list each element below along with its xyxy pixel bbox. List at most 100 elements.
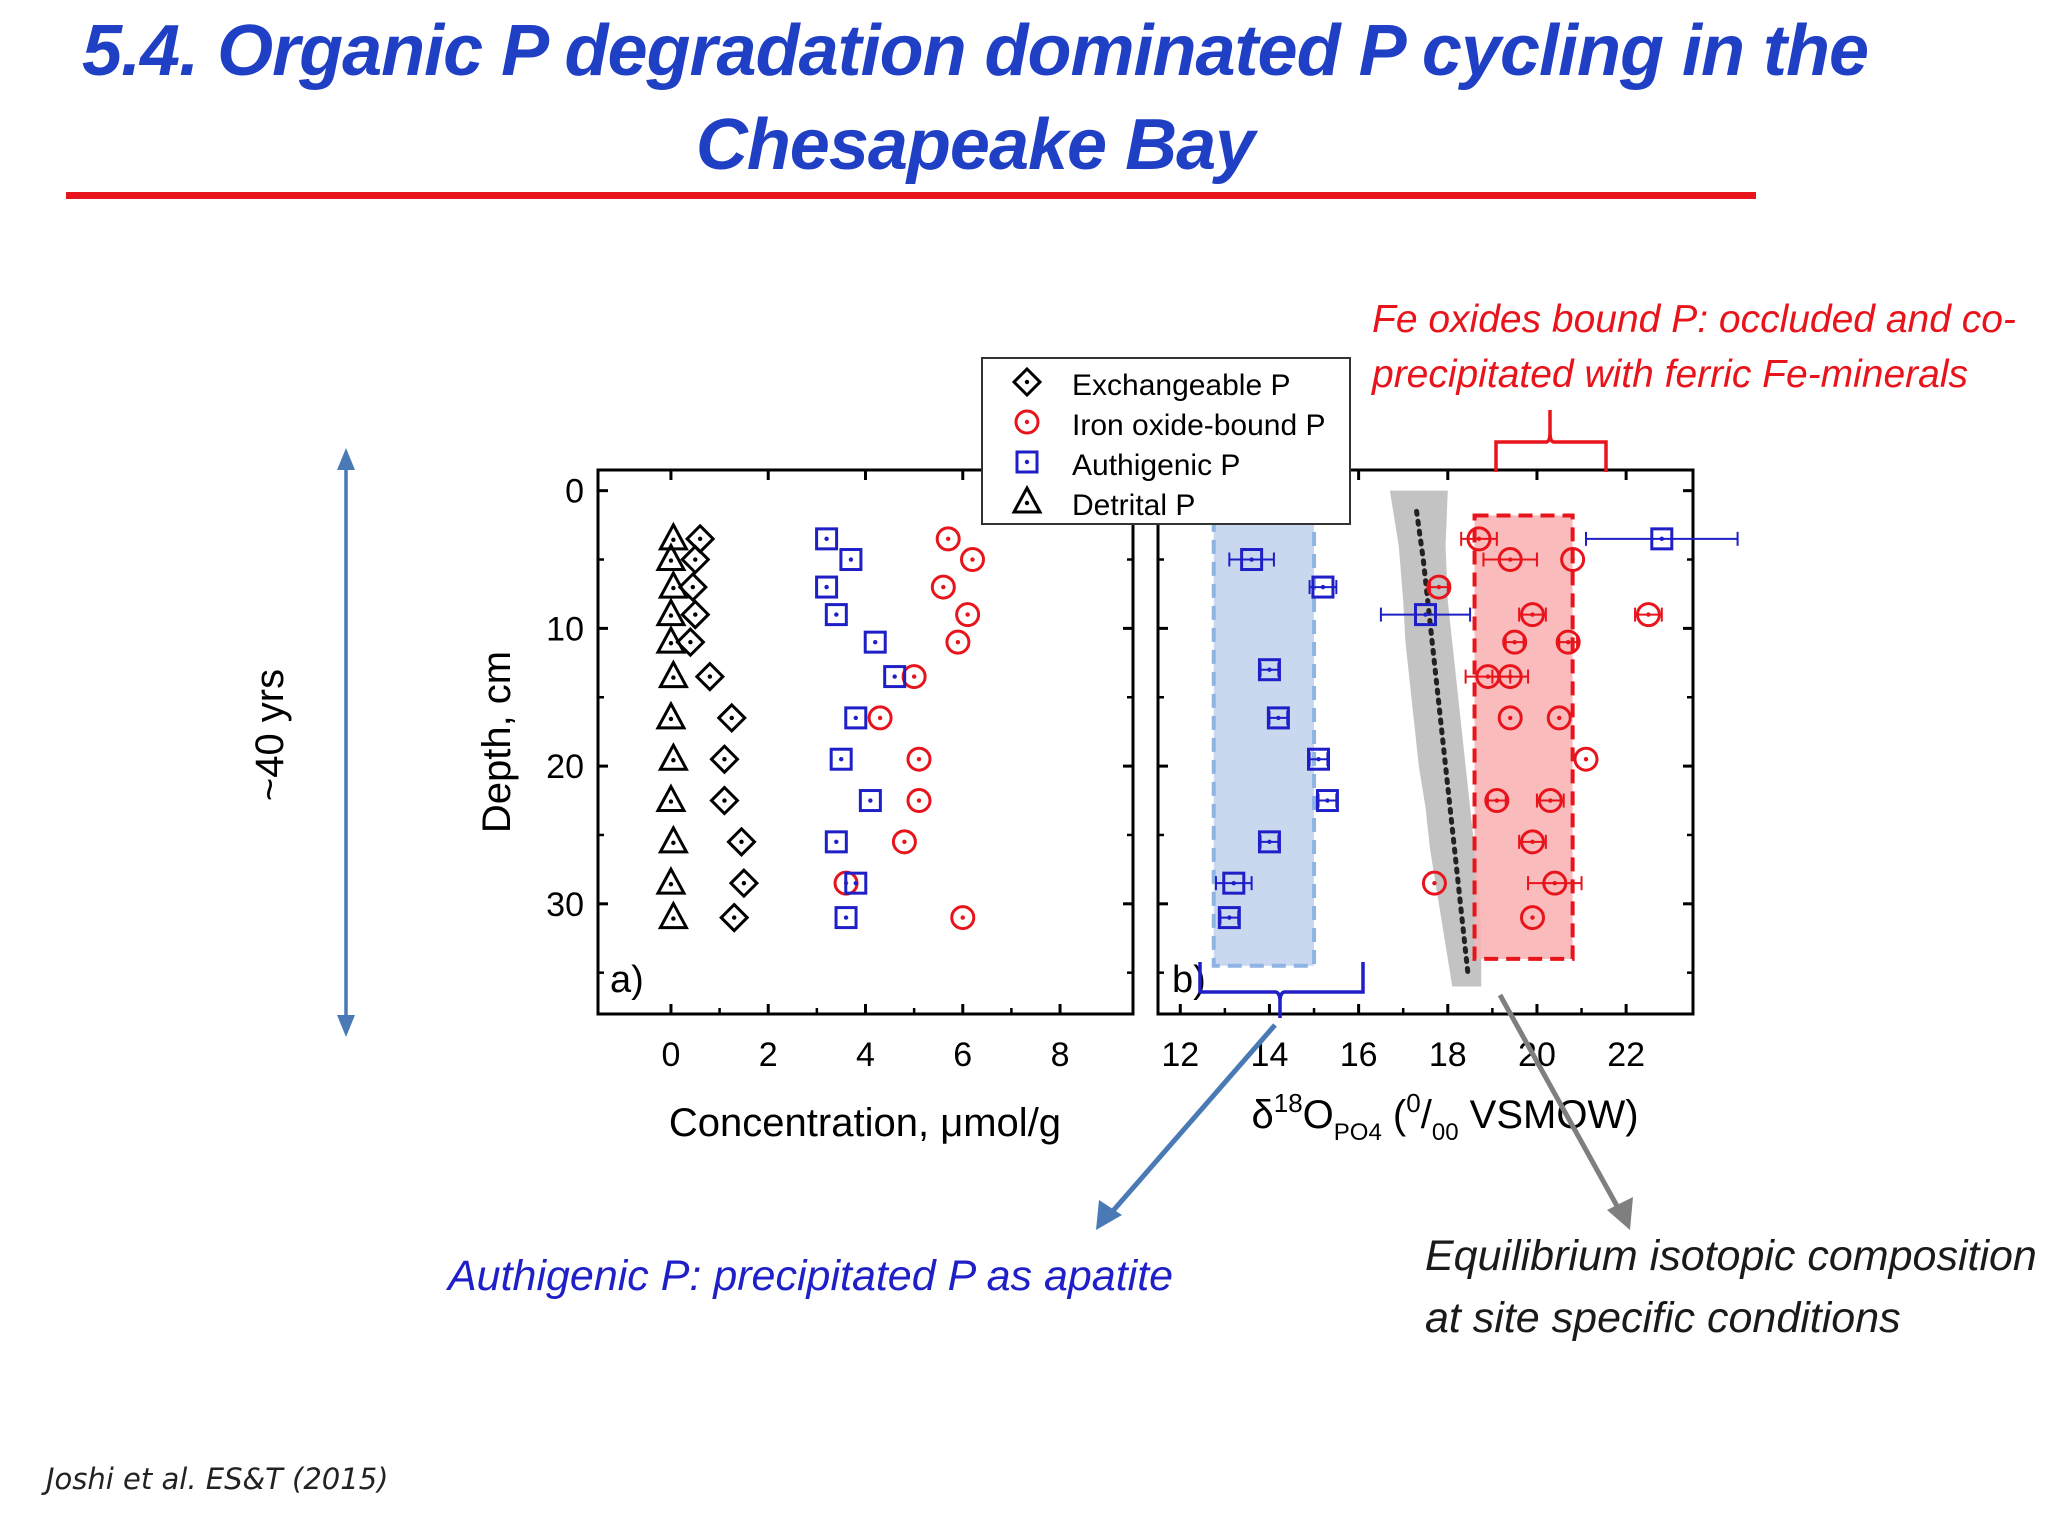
legend-authigenic-p-marker bbox=[1015, 450, 1039, 474]
panel-a-exchangeable-p-point bbox=[677, 571, 708, 603]
panel-a-iron-oxide-bound-p-point bbox=[906, 746, 932, 772]
panel-a-detrital-p-point bbox=[655, 597, 687, 627]
panel-b-iron-oxide-bound-p-point bbox=[1573, 746, 1599, 772]
panel-b-iron-oxide-bound-p-point bbox=[1497, 705, 1523, 731]
panel-a-detrital-p-point bbox=[655, 866, 687, 895]
panel-a-authigenic-p-point bbox=[815, 575, 839, 599]
panel-b-authigenic-p-point bbox=[1257, 658, 1281, 682]
xlabel-tail: VSMOW) bbox=[1459, 1093, 1639, 1137]
panel-a-exchangeable-p-point bbox=[709, 785, 740, 816]
panel-b-iron-oxide-bound-p-point bbox=[1635, 602, 1661, 628]
panel-b-iron-oxide-bound-p-point bbox=[1426, 574, 1452, 600]
panel-a-detrital-p-point bbox=[657, 659, 689, 689]
citation: Joshi et al. ES&T (2015) bbox=[46, 1462, 389, 1496]
panel-a-iron-oxide-bound-p-point bbox=[901, 664, 927, 690]
panel-a-x-tick-label: 6 bbox=[953, 1036, 972, 1074]
authigenic-arrow bbox=[1103, 1023, 1277, 1222]
panel-a-authigenic-p-point bbox=[824, 830, 848, 854]
panel-b-frame bbox=[1156, 468, 1695, 1016]
panel-a-x-axis-title: Concentration, μmol/g bbox=[669, 1101, 1061, 1145]
panel-a-exchangeable-p-point bbox=[675, 627, 706, 658]
time-span-label: ~40 yrs bbox=[248, 669, 292, 801]
panel-b-iron-oxide-bound-p-point bbox=[1542, 870, 1568, 896]
panel-a-exchangeable-p-point bbox=[728, 868, 760, 899]
equilibrium-arrow bbox=[1497, 993, 1625, 1217]
panel-b-iron-oxide-bound-p-point bbox=[1484, 788, 1510, 814]
panel-a-authigenic-p-point bbox=[863, 630, 887, 654]
xlabel-sup0: 0 bbox=[1406, 1088, 1420, 1118]
panel-b-x-axis-title: δ18OPO4 (0/00 VSMOW) bbox=[1251, 1088, 1638, 1146]
panel-b-authigenic-p-point bbox=[1240, 548, 1264, 572]
xlabel-po4: PO4 bbox=[1334, 1119, 1382, 1146]
panel-a-authigenic-p-point bbox=[824, 603, 848, 627]
panel-a-authigenic-p-point bbox=[858, 789, 882, 813]
xlabel-slash: / bbox=[1421, 1093, 1433, 1137]
panel-b-authigenic-p-point bbox=[1414, 603, 1437, 627]
panel-b-iron-oxide-bound-p-point bbox=[1560, 547, 1586, 573]
panel-b-authigenic-p-point bbox=[1311, 575, 1335, 599]
panel-b-authigenic-p-point bbox=[1266, 706, 1290, 730]
panel-a-authigenic-p-point bbox=[839, 548, 863, 572]
time-span-arrow bbox=[337, 448, 355, 1037]
fe-oxides-annotation-line1: Fe oxides bound P: occluded and co- bbox=[1372, 298, 2016, 341]
panel-a-detrital-p-point bbox=[655, 625, 687, 654]
panel-b-iron-oxide-bound-p-point bbox=[1502, 629, 1528, 655]
panel-a-iron-oxide-bound-p-point bbox=[891, 829, 917, 855]
equilibrium-annotation-line1: Equilibrium isotopic composition bbox=[1425, 1232, 2037, 1280]
panel-b-authigenic-p-point bbox=[1222, 871, 1246, 895]
panel-a-x-tick-label: 8 bbox=[1051, 1036, 1070, 1074]
panel-a-detrital-p-point bbox=[655, 700, 687, 730]
panel-b-authigenic-p-point bbox=[1307, 747, 1330, 771]
slide-title-line2: Chesapeake Bay bbox=[695, 105, 1255, 185]
panel-a-iron-oxide-bound-p-point bbox=[906, 788, 932, 814]
panel-a-x-tick-label: 0 bbox=[661, 1036, 680, 1074]
fe-oxides-annotation-line2: precipitated with ferric Fe-minerals bbox=[1371, 353, 1968, 396]
equilibrium-band bbox=[1389, 490, 1482, 987]
panel-a-iron-oxide-bound-p-point bbox=[960, 547, 985, 573]
xlabel-delta: δ bbox=[1251, 1093, 1273, 1137]
panel-b-iron-oxide-bound-p-point bbox=[1537, 788, 1563, 814]
legend-authigenic-p-label: Authigenic P bbox=[1072, 449, 1240, 482]
y-tick-label: 10 bbox=[546, 610, 584, 648]
panel-b-iron-oxide-bound-p-point bbox=[1466, 526, 1492, 552]
panel-b-iron-oxide-bound-p-point bbox=[1520, 905, 1545, 931]
panel-b-iron-oxide-bound-p-point bbox=[1421, 870, 1447, 896]
panel-b-iron-oxide-bound-p-point bbox=[1546, 705, 1572, 731]
panel-b-x-tick-label: 12 bbox=[1161, 1036, 1199, 1074]
legend: Exchangeable P Iron oxide-bound P Authigen… bbox=[981, 357, 1351, 525]
panel-b-iron-oxide-bound-p-point bbox=[1475, 664, 1501, 690]
slide-title: 5.4. Organic P degradation dominated P c… bbox=[0, 4, 1950, 192]
y-tick-label: 0 bbox=[565, 473, 584, 511]
panel-b-x-tick-label: 16 bbox=[1340, 1036, 1378, 1074]
panel-a-exchangeable-p-point bbox=[709, 744, 740, 775]
panel-b-iron-oxide-bound-p-point bbox=[1520, 602, 1545, 628]
panel-a-iron-oxide-bound-p-point bbox=[950, 905, 976, 931]
panel-b-iron-oxide-bound-p-point bbox=[1555, 629, 1581, 655]
legend-exchangeable-p-label: Exchangeable P bbox=[1072, 369, 1291, 402]
panel-a-exchangeable-p-point bbox=[719, 902, 750, 933]
xlabel-o: O bbox=[1303, 1093, 1334, 1137]
panel-b-authigenic-p-point bbox=[1217, 906, 1241, 930]
panel-a-x-tick-label: 4 bbox=[856, 1036, 875, 1074]
slide-title-line1: 5.4. Organic P degradation dominated P c… bbox=[81, 11, 1869, 91]
panel-a-authigenic-p-point bbox=[883, 665, 907, 689]
equilibrium-arrow-head bbox=[1607, 1197, 1633, 1230]
fe-oxides-brace bbox=[1494, 410, 1608, 472]
equilibrium-annotation-line2: at site specific conditions bbox=[1425, 1294, 1901, 1342]
authigenic-arrow-head bbox=[1096, 1200, 1122, 1230]
xlabel-sub00: 00 bbox=[1432, 1119, 1459, 1146]
legend-detrital-p-label: Detrital P bbox=[1072, 489, 1195, 522]
panel-a-exchangeable-p-point bbox=[694, 661, 725, 692]
panel-b-authigenic-p-point bbox=[1257, 830, 1281, 854]
xlabel-sup18: 18 bbox=[1274, 1088, 1303, 1118]
panel-a-x-tick-label: 2 bbox=[759, 1036, 778, 1074]
panel-a-label: a) bbox=[610, 959, 644, 1001]
panel-b-iron-oxide-bound-p-point bbox=[1497, 547, 1523, 573]
panel-a-detrital-p-point bbox=[657, 742, 689, 771]
panel-b-x-tick-label: 14 bbox=[1251, 1036, 1289, 1074]
xlabel-open: ( bbox=[1382, 1093, 1407, 1137]
panel-a-detrital-p-point bbox=[655, 542, 687, 572]
panel-a-iron-oxide-bound-p-point bbox=[935, 526, 961, 552]
panel-a-authigenic-p-point bbox=[844, 706, 868, 730]
legend-iron-oxide-bound-p-label: Iron oxide-bound P bbox=[1072, 409, 1326, 442]
